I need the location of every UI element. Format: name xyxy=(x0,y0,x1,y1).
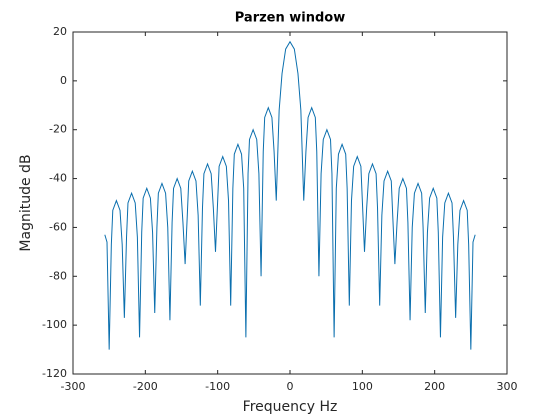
y-tick-label: -120 xyxy=(42,367,67,380)
y-tick-label: -80 xyxy=(49,269,67,282)
y-tick-label: 0 xyxy=(60,74,67,87)
y-tick-label: -100 xyxy=(42,318,67,331)
x-tick-label: -200 xyxy=(133,380,158,393)
plot-frame xyxy=(72,31,508,375)
y-tick-label: 20 xyxy=(53,25,67,38)
x-tick-label: 0 xyxy=(287,380,294,393)
y-tick-label: -60 xyxy=(49,220,67,233)
x-tick-label: -300 xyxy=(61,380,86,393)
y-tick-label: -20 xyxy=(49,123,67,136)
x-tick-label: 300 xyxy=(497,380,518,393)
x-tick-label: -100 xyxy=(205,380,230,393)
y-axis-label: Magnitude dB xyxy=(18,154,34,251)
x-tick-label: 100 xyxy=(352,380,373,393)
chart-title: Parzen window xyxy=(235,11,346,26)
x-axis-label: Frequency Hz xyxy=(243,399,338,415)
line-series xyxy=(104,40,476,350)
y-tick-label: -40 xyxy=(49,172,67,185)
x-tick-label: 200 xyxy=(424,380,445,393)
